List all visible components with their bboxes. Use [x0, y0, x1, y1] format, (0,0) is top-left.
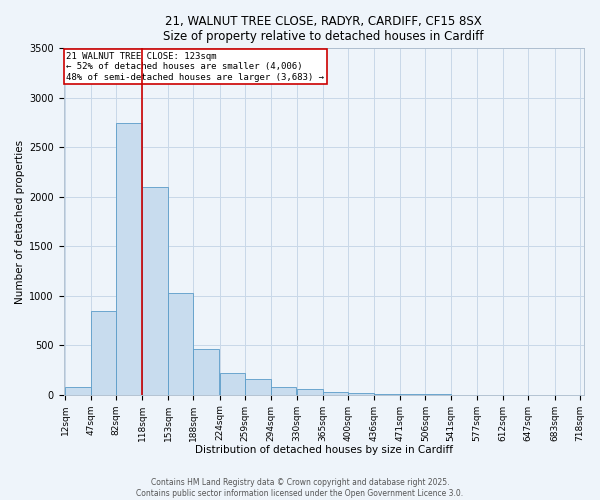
Bar — [348, 393, 374, 394]
Y-axis label: Number of detached properties: Number of detached properties — [15, 140, 25, 304]
Text: 21 WALNUT TREE CLOSE: 123sqm
← 52% of detached houses are smaller (4,006)
48% of: 21 WALNUT TREE CLOSE: 123sqm ← 52% of de… — [66, 52, 324, 82]
Title: 21, WALNUT TREE CLOSE, RADYR, CARDIFF, CF15 8SX
Size of property relative to det: 21, WALNUT TREE CLOSE, RADYR, CARDIFF, C… — [163, 15, 484, 43]
Bar — [91, 310, 116, 394]
Bar — [245, 380, 271, 394]
Bar — [142, 187, 168, 394]
X-axis label: Distribution of detached houses by size in Cardiff: Distribution of detached houses by size … — [194, 445, 452, 455]
Text: Contains HM Land Registry data © Crown copyright and database right 2025.
Contai: Contains HM Land Registry data © Crown c… — [136, 478, 464, 498]
Bar — [65, 388, 91, 394]
Bar — [220, 374, 245, 394]
Bar — [323, 392, 348, 394]
Bar — [116, 122, 142, 394]
Bar — [168, 293, 193, 394]
Bar — [297, 390, 323, 394]
Bar — [271, 388, 296, 394]
Bar — [193, 349, 219, 395]
